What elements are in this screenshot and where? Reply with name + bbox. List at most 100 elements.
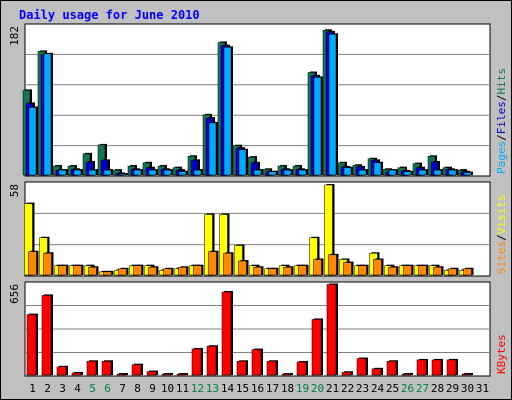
bar-pages-day-16 [253,169,262,176]
bar-sites-day-11 [178,266,187,276]
bar-kbytes-day-7 [116,373,127,376]
bar-pages-day-30 [463,172,472,176]
bar-kbytes-day-22 [341,372,352,376]
bar-sites-day-1 [28,251,37,276]
bar-pages-day-27 [418,169,427,176]
x-tick-label: 14 [221,382,235,395]
bar-pages-day-17 [268,171,277,176]
bar-sites-day-14 [223,253,232,276]
bar-kbytes-day-16 [251,349,262,376]
bar-pages-day-6 [103,169,112,176]
bar-sites-day-17 [268,268,277,276]
legend-item: Hits [495,68,508,95]
scale-max-label: 656 [8,284,21,304]
x-tick-label: 10 [161,382,174,395]
bar-pages-day-22 [343,167,352,176]
bar-pages-day-12 [193,169,202,176]
scale-max-label: 182 [8,26,21,46]
bar-pages-day-26 [403,171,412,176]
bar-pages-day-14 [223,47,232,176]
bar-pages-day-28 [433,169,442,176]
legend-item: Pages [495,141,508,174]
x-tick-label: 28 [431,382,444,395]
bar-kbytes-day-15 [236,361,247,376]
bar-pages-day-19 [298,169,307,176]
bar-pages-day-9 [148,169,157,176]
panel-background [24,181,491,277]
bar-pages-day-4 [73,169,82,176]
bar-kbytes-day-24 [371,368,382,376]
bar-pages-day-13 [208,122,217,176]
bar-sites-day-12 [193,265,202,276]
bar-sites-day-19 [298,265,307,276]
x-tick-label: 29 [446,382,459,395]
x-tick-label: 13 [206,382,219,395]
bar-kbytes-day-20 [311,319,322,376]
bar-sites-day-23 [358,265,367,276]
bar-pages-day-20 [313,77,322,176]
bar-kbytes-day-5 [86,361,97,376]
bar-kbytes-day-12 [191,348,202,376]
panel-visits-sites: 58 Sites/Visits [8,181,508,277]
x-tick-label: 20 [311,382,324,395]
bar-kbytes-day-29 [446,359,457,376]
x-tick-label: 31 [476,382,489,395]
bar-sites-day-10 [163,268,172,276]
bar-sites-day-3 [58,265,67,276]
x-tick-label: 3 [59,382,66,395]
bar-kbytes-day-19 [296,361,307,376]
bar-pages-day-3 [58,169,67,176]
legend-visits-sites: Sites/Visits [495,195,508,275]
bar-kbytes-day-25 [386,361,397,376]
bar-pages-day-5 [88,169,97,176]
x-tick-label: 27 [416,382,429,395]
bar-sites-day-28 [433,266,442,276]
x-tick-label: 15 [236,382,249,395]
bar-kbytes-day-13 [206,345,217,376]
bar-kbytes-day-28 [431,359,442,376]
bar-pages-day-8 [133,169,142,176]
panel-background [24,23,491,177]
bar-kbytes-day-11 [176,373,187,376]
x-tick-label: 6 [104,382,111,395]
bar-kbytes-day-3 [56,366,67,376]
legend-item: / [495,234,508,241]
legend-hits-files-pages: Pages/Files/Hits [495,68,508,174]
bar-sites-day-29 [448,268,457,276]
x-tick-label: 11 [176,382,189,395]
scale-max-label: 58 [8,184,21,197]
bar-kbytes-day-23 [356,358,367,376]
x-tick-label: 18 [281,382,294,395]
bar-pages-day-25 [388,169,397,176]
x-tick-label: 9 [149,382,156,395]
legend-kbytes: KBytes [495,334,508,374]
x-tick-label: 30 [461,382,474,395]
bar-sites-day-20 [313,259,322,276]
bar-kbytes-day-6 [101,361,112,376]
bar-sites-day-25 [388,266,397,276]
x-tick-label: 1 [29,382,36,395]
x-tick-label: 22 [341,382,354,395]
bar-pages-day-1 [28,107,37,176]
bar-sites-day-27 [418,265,427,276]
bar-kbytes-day-26 [401,373,412,376]
bar-pages-day-2 [43,53,52,176]
bar-pages-day-18 [283,169,292,176]
bar-kbytes-day-30 [461,373,472,376]
x-axis-labels: 1 2 3 4 5 6 7 8 9 10 11 12 13 14 15 16 17 18 19 20 21 22 23 24 2… [29,382,489,395]
x-tick-label: 21 [326,382,339,395]
x-tick-label: 19 [296,382,309,395]
bar-sites-day-8 [133,265,142,276]
bar-sites-day-5 [88,266,97,276]
bar-sites-day-30 [463,268,472,276]
x-tick-label: 23 [356,382,369,395]
bar-sites-day-21 [328,254,337,276]
bar-pages-day-11 [178,171,187,176]
bar-kbytes-day-18 [281,373,292,376]
bar-sites-day-4 [73,265,82,276]
bar-pages-day-7 [118,173,127,176]
x-tick-label: 12 [191,382,204,395]
x-tick-label: 8 [134,382,141,395]
bar-pages-day-10 [163,169,172,176]
